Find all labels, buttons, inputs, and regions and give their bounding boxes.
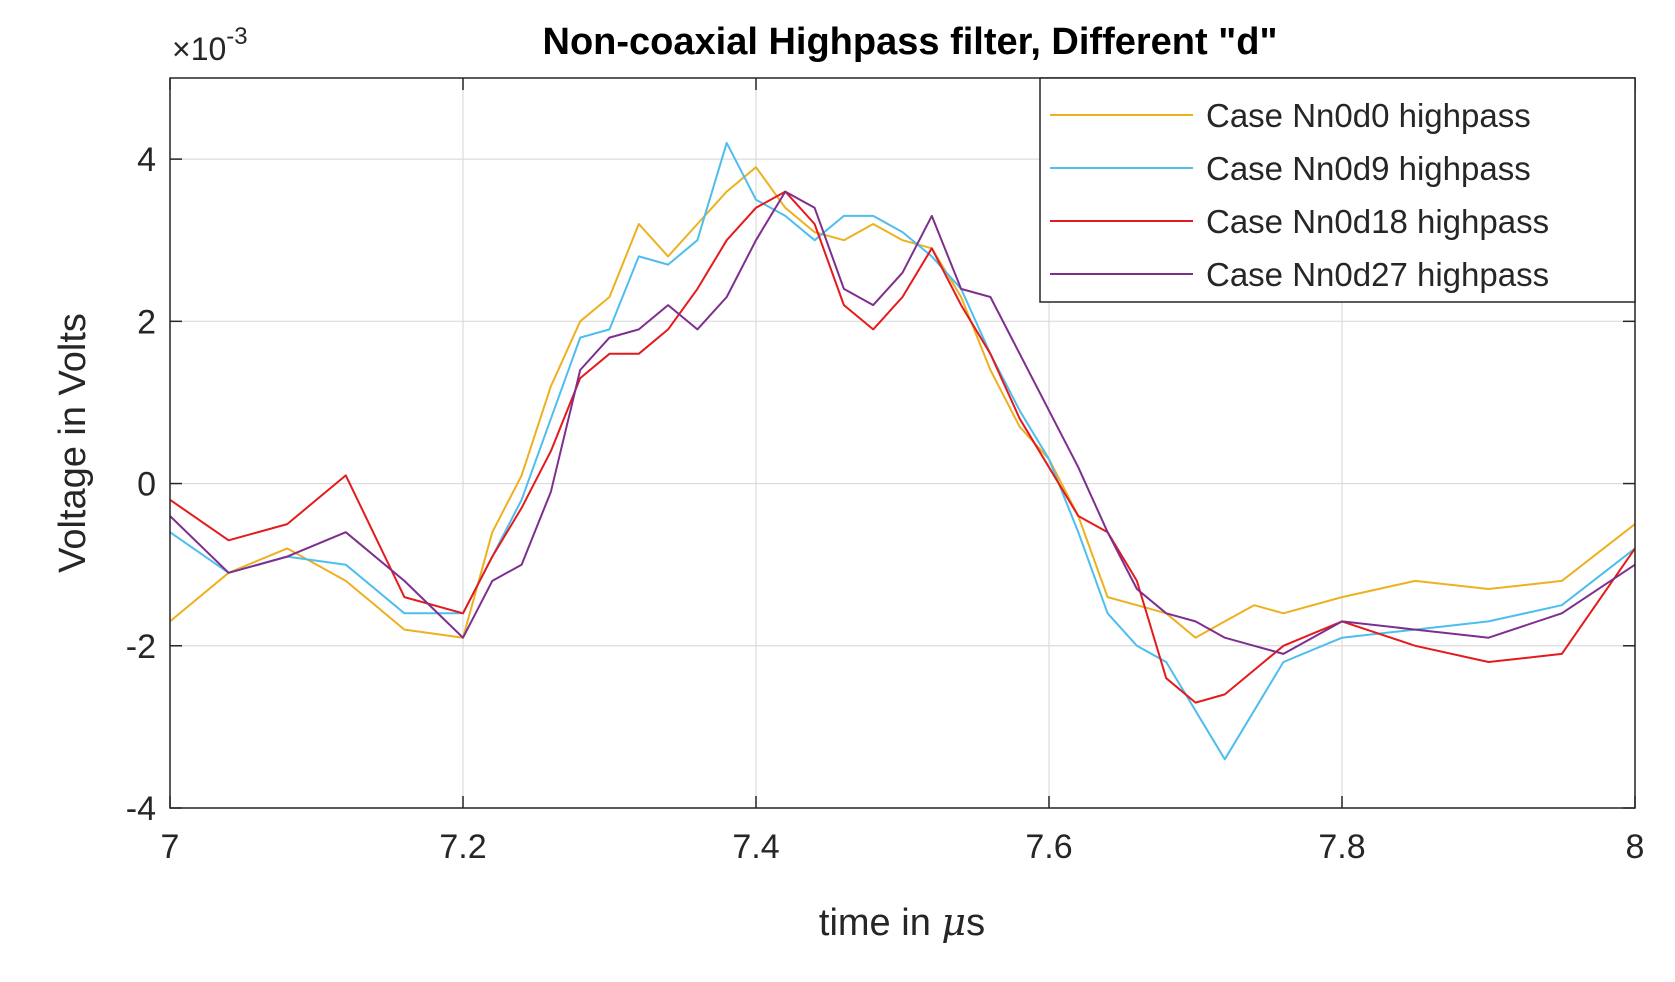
x-tick-label: 7.6 bbox=[1025, 828, 1072, 866]
legend-label-1: Case Nn0d0 highpass bbox=[1206, 97, 1531, 134]
x-tick-label: 7.8 bbox=[1318, 828, 1365, 866]
ticks: 7 7.2 7.4 7.6 7.8 8 -4 -2 0 2 4 bbox=[126, 78, 1645, 866]
series-line-3 bbox=[169, 190, 1636, 704]
y-tick-label: -4 bbox=[126, 790, 156, 828]
legend-label-4: Case Nn0d27 highpass bbox=[1206, 256, 1549, 293]
series-line-1 bbox=[169, 166, 1636, 639]
x-tick-label: 7 bbox=[161, 828, 180, 866]
y-exponent-label: ×10-3 bbox=[172, 23, 248, 67]
x-axis-label-unit: μ bbox=[941, 900, 966, 944]
x-tick-label: 7.4 bbox=[732, 828, 779, 866]
legend-entries: Case Nn0d0 highpass Case Nn0d9 highpass Ca… bbox=[1050, 97, 1549, 293]
x-axis-label: time in μs bbox=[819, 900, 985, 944]
y-axis-label: Voltage in Volts bbox=[52, 313, 94, 573]
series-line-2 bbox=[169, 141, 1636, 761]
legend: Case Nn0d0 highpass Case Nn0d9 highpass Ca… bbox=[1039, 77, 1636, 303]
y-exponent-power: -3 bbox=[226, 23, 247, 50]
series-lines bbox=[169, 141, 1636, 761]
y-tick-label: 4 bbox=[137, 141, 156, 179]
legend-label-3: Case Nn0d18 highpass bbox=[1206, 203, 1549, 240]
plot-frame bbox=[169, 77, 1636, 809]
x-tick-label: 8 bbox=[1626, 828, 1645, 866]
y-exponent-base: ×10 bbox=[172, 31, 226, 67]
y-tick-label: 0 bbox=[137, 466, 156, 504]
y-tick-label: -2 bbox=[126, 628, 156, 666]
y-tick-label: 2 bbox=[137, 303, 156, 341]
chart-title: Non-coaxial Highpass filter, Different "… bbox=[543, 21, 1278, 63]
x-tick-label: 7.2 bbox=[439, 828, 486, 866]
x-axis-label-suffix: s bbox=[966, 902, 985, 944]
x-axis-label-prefix: time in bbox=[819, 902, 941, 944]
series-line-4 bbox=[169, 190, 1636, 655]
legend-label-2: Case Nn0d9 highpass bbox=[1206, 150, 1531, 187]
